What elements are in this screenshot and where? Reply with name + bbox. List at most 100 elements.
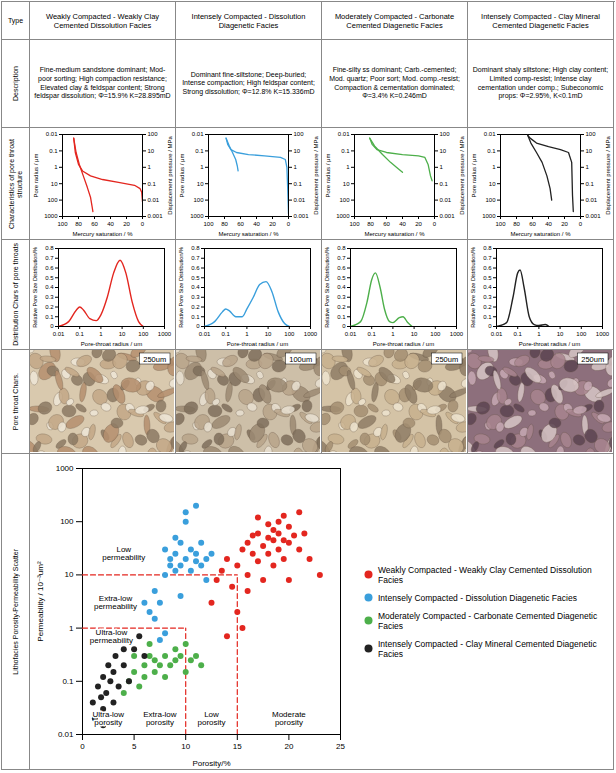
svg-text:0.1: 0.1	[222, 331, 231, 337]
svg-text:Displacement pressure / MPa: Displacement pressure / MPa	[605, 135, 611, 214]
svg-text:Mercury saturation / %: Mercury saturation / %	[72, 231, 133, 237]
svg-text:0: 0	[80, 742, 85, 751]
svg-text:10: 10	[148, 148, 155, 154]
svg-text:0.6: 0.6	[483, 265, 492, 271]
svg-text:40: 40	[399, 221, 406, 227]
svg-text:0.1: 0.1	[294, 181, 303, 187]
svg-text:Displacement pressure / MPa: Displacement pressure / MPa	[313, 135, 319, 214]
svg-text:0: 0	[141, 221, 145, 227]
svg-text:Lowporosity: Lowporosity	[197, 710, 225, 727]
svg-text:100: 100	[495, 221, 506, 227]
svg-text:0.1: 0.1	[191, 314, 200, 320]
svg-text:Mercury saturation / %: Mercury saturation / %	[510, 231, 571, 237]
svg-text:10: 10	[440, 148, 447, 154]
svg-text:1: 1	[492, 164, 496, 170]
svg-text:100: 100	[430, 331, 441, 337]
svg-text:20: 20	[415, 221, 422, 227]
svg-text:0.5: 0.5	[337, 275, 346, 281]
svg-text:Relative Pore Size Distributio: Relative Pore Size Distribution/%	[470, 247, 476, 328]
svg-text:60: 60	[383, 221, 390, 227]
svg-text:100: 100	[586, 131, 597, 137]
svg-text:1: 1	[200, 164, 204, 170]
svg-text:10: 10	[411, 331, 418, 337]
svg-text:0.5: 0.5	[191, 275, 200, 281]
svg-text:250um: 250um	[143, 355, 166, 364]
svg-text:0.1: 0.1	[148, 181, 157, 187]
svg-text:20: 20	[284, 742, 293, 751]
svg-text:Porosity/%: Porosity/%	[192, 758, 230, 767]
svg-text:Ultra-lowporosity: Ultra-lowporosity	[93, 710, 125, 727]
svg-text:0.01: 0.01	[484, 131, 496, 137]
svg-text:Ultra-lowpermeability: Ultra-lowpermeability	[90, 627, 133, 644]
svg-text:0.01: 0.01	[491, 331, 503, 337]
svg-text:1: 1	[537, 331, 541, 337]
svg-text:0.01: 0.01	[192, 131, 204, 137]
svg-text:1000: 1000	[450, 331, 464, 337]
svg-text:0.001: 0.001	[440, 213, 456, 219]
svg-text:0.4: 0.4	[45, 284, 54, 290]
svg-text:100: 100	[485, 197, 496, 203]
svg-text:100: 100	[294, 131, 305, 137]
svg-text:10: 10	[343, 181, 350, 187]
svg-text:Pore radius / μm: Pore radius / μm	[179, 153, 185, 197]
svg-text:250um: 250um	[581, 355, 604, 364]
svg-text:0: 0	[342, 323, 346, 329]
svg-text:0.1: 0.1	[337, 314, 346, 320]
svg-text:0: 0	[579, 221, 583, 227]
svg-text:40: 40	[107, 221, 114, 227]
svg-text:100: 100	[203, 221, 214, 227]
svg-text:Pore radius / μm: Pore radius / μm	[471, 153, 477, 197]
svg-text:0.7: 0.7	[337, 255, 346, 261]
svg-text:40: 40	[545, 221, 552, 227]
svg-text:1000: 1000	[304, 331, 318, 337]
svg-text:0.5: 0.5	[483, 275, 492, 281]
svg-text:0.7: 0.7	[191, 255, 200, 261]
svg-text:1: 1	[346, 164, 350, 170]
svg-text:0.3: 0.3	[337, 294, 346, 300]
svg-text:Mercury saturation / %: Mercury saturation / %	[218, 231, 279, 237]
svg-text:0.2: 0.2	[45, 304, 54, 310]
svg-text:Relative Pore Size Distributio: Relative Pore Size Distribution/%	[32, 247, 38, 328]
svg-text:100: 100	[576, 331, 587, 337]
svg-text:Pore-throat radius / um: Pore-throat radius / um	[519, 341, 580, 347]
svg-text:15: 15	[233, 742, 242, 751]
svg-text:1: 1	[69, 623, 74, 632]
svg-text:1: 1	[245, 331, 249, 337]
svg-text:0.1: 0.1	[45, 314, 54, 320]
svg-text:0.8: 0.8	[191, 245, 200, 251]
svg-text:0.1: 0.1	[586, 181, 595, 187]
svg-text:20: 20	[269, 221, 276, 227]
svg-text:Relative Pore Size Distributio: Relative Pore Size Distribution/%	[178, 247, 184, 328]
svg-text:1: 1	[440, 164, 444, 170]
svg-text:0.8: 0.8	[483, 245, 492, 251]
svg-text:1: 1	[54, 164, 58, 170]
svg-text:0.01: 0.01	[440, 197, 452, 203]
svg-text:5: 5	[132, 742, 137, 751]
svg-text:1000: 1000	[482, 213, 496, 219]
svg-text:100: 100	[47, 197, 58, 203]
svg-text:0.001: 0.001	[586, 213, 602, 219]
svg-text:1: 1	[391, 331, 395, 337]
svg-text:25: 25	[336, 742, 345, 751]
svg-text:100: 100	[57, 221, 68, 227]
svg-text:10: 10	[294, 148, 301, 154]
svg-text:60: 60	[529, 221, 536, 227]
svg-text:Lowpermeability: Lowpermeability	[102, 545, 145, 562]
svg-text:0: 0	[488, 323, 492, 329]
svg-text:0.1: 0.1	[49, 148, 58, 154]
svg-text:0.01: 0.01	[345, 331, 357, 337]
svg-text:0.2: 0.2	[483, 304, 492, 310]
svg-text:1: 1	[99, 331, 103, 337]
svg-text:0.001: 0.001	[148, 213, 164, 219]
svg-text:100: 100	[148, 131, 159, 137]
svg-text:20: 20	[561, 221, 568, 227]
svg-text:Pore radius / μm: Pore radius / μm	[33, 153, 39, 197]
svg-text:0.1: 0.1	[341, 148, 350, 154]
svg-text:100: 100	[284, 331, 295, 337]
svg-text:Moderateporosity: Moderateporosity	[272, 710, 306, 727]
svg-text:80: 80	[367, 221, 374, 227]
svg-text:0.8: 0.8	[337, 245, 346, 251]
svg-text:1: 1	[294, 164, 298, 170]
svg-text:Displacement pressure / MPa: Displacement pressure / MPa	[459, 135, 465, 214]
svg-text:0.01: 0.01	[148, 197, 160, 203]
